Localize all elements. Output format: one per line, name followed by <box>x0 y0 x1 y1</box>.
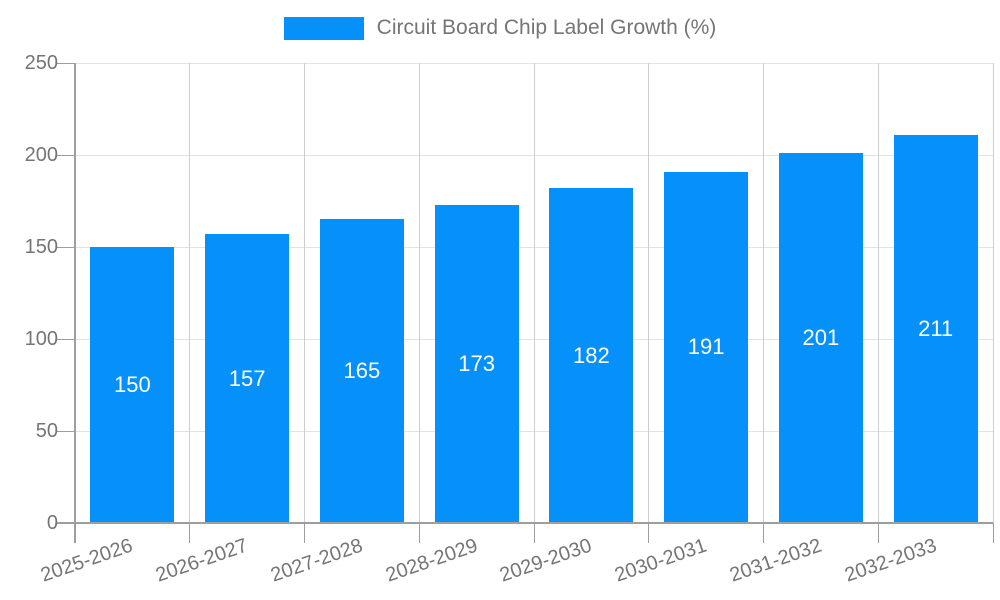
y-axis-tick-label: 100 <box>24 328 58 350</box>
bar-value-label: 150 <box>114 372 151 397</box>
bar-value-label: 173 <box>458 350 495 376</box>
legend-label: Circuit Board Chip Label Growth (%) <box>376 16 717 39</box>
bar[interactable]: 165 <box>319 219 404 523</box>
y-axis-tick-label: 50 <box>35 420 58 442</box>
bar-value-label: 165 <box>343 358 381 384</box>
y-axis-tick <box>57 246 75 248</box>
gridline-vertical <box>877 63 879 523</box>
y-axis-tick <box>57 62 75 64</box>
bar[interactable]: 157 <box>205 234 290 523</box>
bar[interactable]: 182 <box>549 188 634 523</box>
gridline-vertical <box>189 63 191 523</box>
gridline-vertical <box>648 63 650 523</box>
gridline-vertical <box>763 63 764 523</box>
x-axis-line <box>57 522 993 524</box>
gridline-vertical <box>533 63 535 523</box>
gridline-vertical <box>304 63 305 523</box>
bar[interactable]: 201 <box>778 153 863 523</box>
x-axis-tick <box>648 523 650 543</box>
y-axis-tick <box>57 430 75 432</box>
y-axis-tick <box>57 338 75 340</box>
bar[interactable]: 211 <box>893 134 978 523</box>
bar[interactable]: 191 <box>664 171 749 523</box>
bar[interactable]: 150 <box>90 247 175 523</box>
y-axis-tick-label: 200 <box>24 144 58 166</box>
x-axis-tick <box>304 523 305 543</box>
bar[interactable]: 173 <box>434 204 519 523</box>
x-axis-tick <box>877 523 879 543</box>
y-axis-tick <box>57 154 75 156</box>
x-axis-tick <box>418 523 420 543</box>
gridline-vertical <box>418 63 420 523</box>
legend-swatch-icon <box>283 16 364 40</box>
plot-area: 0 50 100 150 200 250 150 157 165 173 182 191 201 211 2… <box>25 52 994 587</box>
gridline-vertical <box>992 63 994 523</box>
y-axis-tick-label: 150 <box>24 236 58 258</box>
legend[interactable]: Circuit Board Chip Label Growth (%) <box>0 16 1000 40</box>
bar-value-label: 182 <box>573 342 610 368</box>
bar-value-label: 211 <box>918 315 954 341</box>
y-axis-tick-label: 250 <box>24 52 58 74</box>
x-axis-tick <box>533 523 535 543</box>
bar-value-label: 157 <box>228 365 266 391</box>
bar-value-label: 191 <box>687 334 725 360</box>
x-axis-tick <box>992 523 994 543</box>
bar-value-label: 201 <box>802 325 840 351</box>
x-axis-tick <box>763 523 764 543</box>
x-axis-tick <box>189 523 191 543</box>
y-axis-tick-label: 0 <box>46 512 58 534</box>
y-axis-line <box>74 63 76 543</box>
